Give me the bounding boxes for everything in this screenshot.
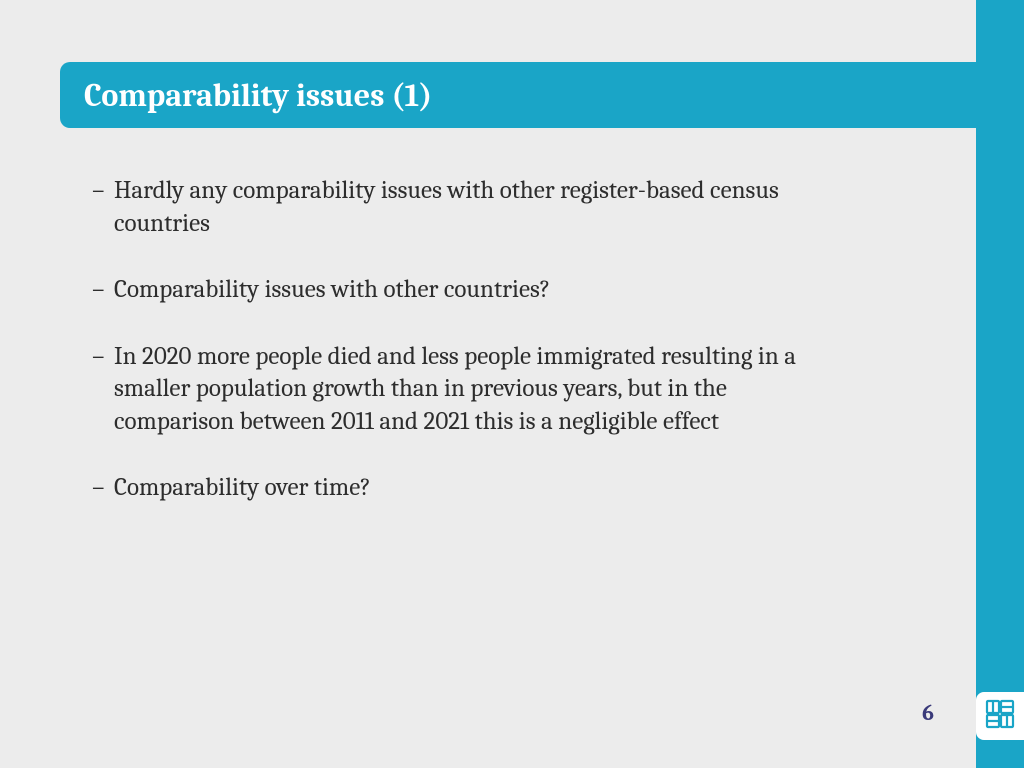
bullet-dash-icon: – [92, 341, 114, 374]
bullet-item: – In 2020 more people died and less peop… [92, 341, 812, 439]
logo-tab [976, 692, 1024, 740]
bullet-dash-icon: – [92, 175, 114, 208]
bullet-item: – Comparability over time? [92, 472, 812, 505]
right-accent-band [976, 0, 1024, 768]
title-bar: Comparability issues (1) [60, 62, 976, 128]
bullet-item: – Hardly any comparability issues with o… [92, 175, 812, 240]
bullet-text: Comparability over time? [114, 472, 812, 505]
bullet-text: In 2020 more people died and less people… [114, 341, 812, 439]
slide-body: – Hardly any comparability issues with o… [92, 175, 812, 539]
bullet-item: – Comparability issues with other countr… [92, 274, 812, 307]
bullet-text: Hardly any comparability issues with oth… [114, 175, 812, 240]
page-number: 6 [922, 700, 934, 726]
bullet-dash-icon: – [92, 274, 114, 307]
bullet-text: Comparability issues with other countrie… [114, 274, 812, 307]
bullet-dash-icon: – [92, 472, 114, 505]
slide-title: Comparability issues (1) [84, 77, 432, 114]
cbs-logo-icon [984, 698, 1016, 734]
